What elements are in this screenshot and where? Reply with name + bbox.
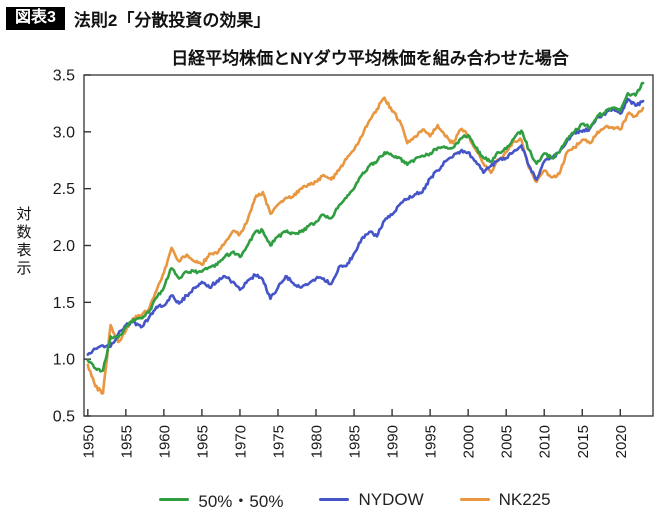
- x-tick-label: 2015: [575, 425, 592, 458]
- legend-item-5050: 50%・50%: [159, 487, 283, 512]
- x-tick-label: 1950: [80, 425, 97, 458]
- y-tick-label: 3.5: [53, 68, 75, 85]
- chart-title: 日経平均株価とNYダウ平均株価を組み合わせた場合: [171, 49, 569, 68]
- legend-label-nk225: NK225: [498, 489, 551, 509]
- legend-swatch-nk225: [459, 497, 490, 502]
- series-line-NYDOW: [86, 97, 645, 356]
- x-tick-label: 1990: [385, 425, 402, 458]
- y-tick-label: 2.0: [53, 238, 75, 255]
- x-tick-label: 2010: [537, 425, 554, 458]
- figure-heading: 法則2「分散投資の効果」: [73, 11, 271, 30]
- x-tick-label: 1965: [194, 425, 211, 458]
- x-tick-label: 1995: [423, 425, 440, 458]
- x-tick-label: 1960: [156, 425, 173, 458]
- x-tick-label: 2005: [499, 425, 516, 458]
- plot-border: [83, 74, 654, 417]
- y-axis: 0.5 1.0 1.5 2.0 2.5 3.0 3.5: [53, 68, 91, 426]
- legend-swatch-nydow: [319, 497, 350, 502]
- x-tick-label: 1970: [232, 425, 249, 458]
- y-tick-label: 2.5: [53, 181, 75, 198]
- y-tick-label: 1.5: [53, 295, 75, 312]
- y-tick-label: 3.0: [53, 124, 75, 141]
- legend-item-nk225: NK225: [459, 489, 551, 510]
- legend-item-nydow: NYDOW: [319, 489, 424, 510]
- y-tick-label: 1.0: [53, 352, 75, 369]
- y-axis-label: 対数表示: [16, 206, 32, 277]
- legend-swatch-5050: [159, 497, 190, 502]
- series-line-50%・50%: [86, 81, 645, 373]
- x-tick-label: 1975: [270, 425, 287, 458]
- x-tick-label: 2000: [461, 425, 478, 458]
- x-tick-label: 2020: [613, 425, 630, 458]
- legend-label-nydow: NYDOW: [358, 489, 424, 509]
- y-tick-label: 0.5: [53, 409, 75, 426]
- x-tick-label: 1980: [309, 425, 326, 458]
- x-axis: 1950 1955 1960 1965 1970 1975 1980 1985 1990 1995…: [80, 409, 630, 458]
- figure-header: 図表3 法則2「分散投資の効果」: [6, 6, 270, 31]
- x-tick-label: 1985: [347, 425, 364, 458]
- chart-legend: 50%・50% NYDOW NK225: [0, 487, 670, 512]
- figure-number-badge: 図表3: [6, 7, 65, 30]
- x-tick-label: 1955: [118, 425, 135, 458]
- series-line-NK225: [86, 96, 645, 395]
- legend-label-5050: 50%・50%: [198, 492, 284, 511]
